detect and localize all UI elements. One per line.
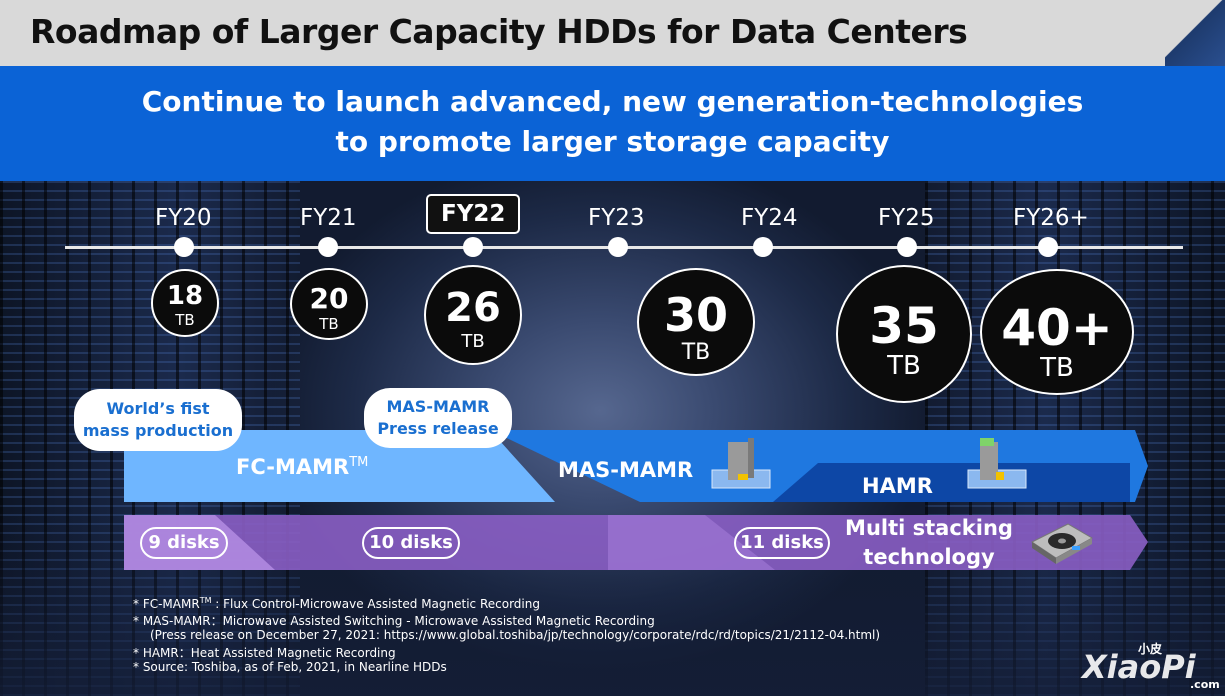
capacity-circle-40tb: 40+ TB [980,269,1134,395]
footnote-press-release: (Press release on December 27, 2021: htt… [150,628,881,642]
banner-line-1: Continue to launch advanced, new generat… [141,85,1084,118]
year-fy21: FY21 [300,205,357,231]
nine-disks-pill: 9 disks [140,527,228,559]
timeline-dot-fy26 [1038,237,1058,257]
timeline-dot-fy25 [897,237,917,257]
footnote-source: * Source: Toshiba, as of Feb, 2021, in N… [133,660,447,674]
capacity-circle-18tb: 18 TB [151,269,219,337]
footnote-trademark: TM [199,596,212,605]
capacity-circle-26tb: 26 TB [424,265,522,365]
mas-mamr-label: MAS-MAMR [558,458,694,482]
capacity-value: 35 [869,297,939,355]
capacity-circle-30tb: 30 TB [637,268,755,376]
timeline-dot-fy21 [318,237,338,257]
capacity-unit: TB [1040,353,1074,383]
watermark-domain: .com [1190,678,1220,691]
headline-banner [0,66,1225,181]
first-mass-production-callout: World’s fist mass production [74,389,242,451]
fc-mamr-label: FC-MAMRTM [236,455,368,479]
capacity-unit: TB [887,351,921,381]
year-fy22: FY22 [441,201,506,227]
year-fy25: FY25 [878,205,935,231]
capacity-circle-35tb: 35 TB [836,265,972,403]
banner-line-2: to promote larger storage capacity [335,125,890,158]
hamr-band [773,463,1130,502]
multi-stacking-line-1: Multi stacking [845,516,1013,540]
footnote-fc-mamr-term: * FC-MAMR [133,597,200,611]
timeline-dot-fy22 [463,237,483,257]
footnote-fc-mamr-desc: : Flux Control-Microwave Assisted Magnet… [211,597,540,611]
hamr-head-icon [967,438,1027,489]
capacity-value: 30 [663,288,728,342]
capacity-unit: TB [461,331,485,352]
callout-line-2: Press release [377,419,499,438]
ten-disks-pill: 10 disks [362,527,460,559]
footnote-hamr: * HAMR：Heat Assisted Magnetic Recording [133,646,396,660]
callout-line-1: World’s fist [106,399,210,418]
capacity-value: 18 [166,281,204,311]
fc-mamr-band [124,430,555,502]
watermark-small-text: 小皮 [1138,642,1163,656]
title-bar [0,0,1225,66]
callout-line-1: MAS-MAMR [386,397,490,416]
multi-stacking-label: Multi stacking technology [844,514,1014,572]
year-fy23: FY23 [588,205,645,231]
eleven-disks-pill: 11 disks [734,527,830,559]
timeline-dot-fy24 [753,237,773,257]
slide-title: Roadmap of Larger Capacity HDDs for Data… [30,12,968,51]
hamr-label: HAMR [862,474,933,498]
watermark-logo: XiaoPi [1082,648,1196,686]
hdd-icon [1031,523,1094,564]
capacity-unit: TB [175,311,195,329]
press-release-callout: MAS-MAMR Press release [364,388,512,448]
footnote-fc-mamr: * FC-MAMRTM : Flux Control-Microwave Ass… [133,596,540,611]
timeline-dot-fy23 [608,237,628,257]
mas-mamr-head-icon [711,438,771,489]
multi-stacking-line-2: technology [863,545,995,569]
capacity-value: 20 [309,282,349,315]
fc-mamr-trademark: TM [349,455,369,470]
capacity-circle-20tb: 20 TB [290,268,368,340]
callout-line-2: mass production [82,421,234,440]
disk-band-segment-11 [608,515,775,570]
capacity-value: 40+ [1001,299,1113,357]
capacity-unit: TB [681,340,711,365]
fc-mamr-text: FC-MAMR [236,455,350,479]
year-fy20: FY20 [155,205,212,231]
fy22-highlight-box [426,194,520,234]
footnote-mas-mamr: * MAS-MAMR：Microwave Assisted Switching … [133,614,655,628]
title-corner-decoration [1165,0,1225,66]
timeline-dot-fy20 [174,237,194,257]
year-fy24: FY24 [741,205,798,231]
capacity-value: 26 [445,285,501,331]
year-fy26: FY26+ [1013,205,1089,231]
capacity-unit: TB [319,315,339,333]
